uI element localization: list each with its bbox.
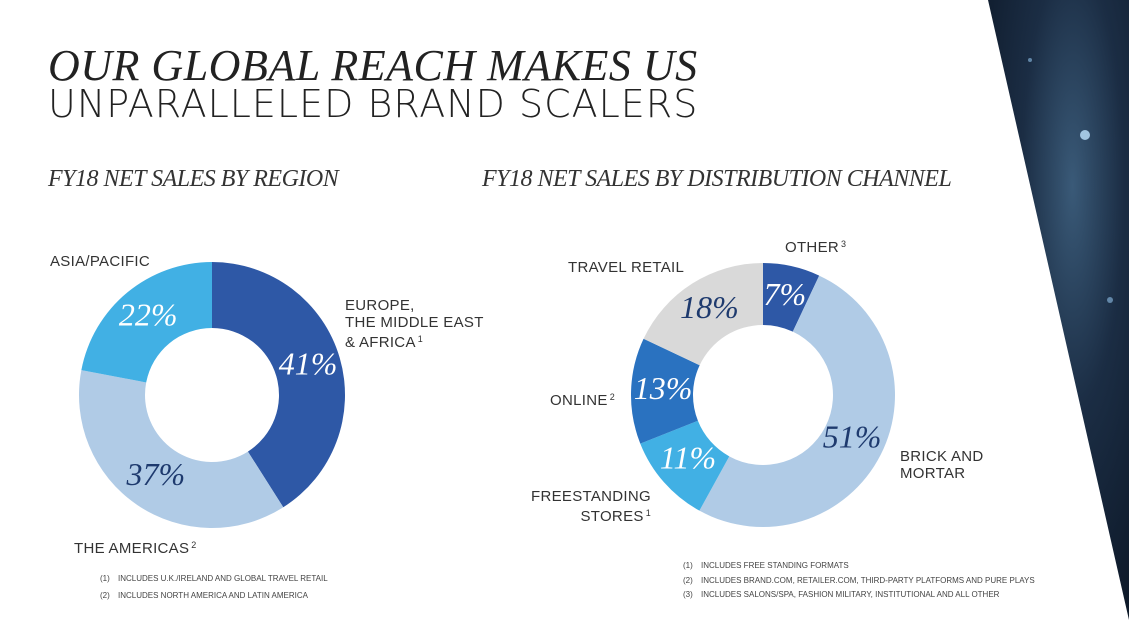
category-text: OTHER — [785, 239, 839, 256]
sparkle — [1107, 297, 1113, 303]
value-label: 37% — [125, 456, 185, 492]
footnote-marker: 1 — [645, 508, 651, 518]
footnote: (1) INCLUDES U.K./IRELAND AND GLOBAL TRAV… — [100, 574, 328, 583]
footnote-marker: 2 — [609, 392, 615, 402]
value-label: 7% — [763, 276, 806, 312]
footnote-marker: (2) — [100, 591, 110, 600]
category-text: TRAVEL RETAIL — [568, 259, 685, 276]
value-label: 51% — [823, 419, 882, 455]
footnote-marker: 2 — [191, 540, 197, 550]
value-label: 11% — [660, 439, 716, 475]
category-label: ASIA/PACIFIC — [50, 253, 150, 270]
footnote: (1) INCLUDES FREE STANDING FORMATS — [683, 561, 849, 570]
donut-slice — [78, 370, 284, 528]
footnote-text: INCLUDES U.K./IRELAND AND GLOBAL TRAVEL … — [118, 574, 328, 583]
category-text: ASIA/PACIFIC — [50, 253, 151, 270]
donut-slice — [763, 263, 820, 332]
value-label: 18% — [680, 289, 739, 325]
chart-title: FY18 NET SALES BY DISTRIBUTION CHANNEL — [482, 166, 952, 192]
category-text: ONLINE — [550, 392, 608, 409]
value-label: 41% — [279, 345, 338, 381]
category-label: TRAVEL RETAIL — [568, 259, 684, 276]
footnote-marker: 1 — [417, 334, 424, 344]
title-line-1: OUR GLOBAL REACH MAKES US — [48, 41, 698, 90]
category-label: FREESTANDING STORES 1 — [531, 488, 651, 525]
footnote-marker: (2) — [683, 575, 693, 585]
title-line-2: UNPARALLELED BRAND SCALERS — [48, 82, 699, 126]
footnote: (2) INCLUDES NORTH AMERICA AND LATIN AMER… — [100, 591, 308, 600]
sparkle — [1028, 58, 1032, 62]
footnote-text: INCLUDES BRAND.COM, RETAILER.COM, THIRD-… — [701, 575, 1035, 585]
category-text: FREESTANDING STORES — [531, 488, 651, 525]
category-label: EUROPE, THE MIDDLE EAST & AFRICA 1 — [345, 297, 484, 351]
footnote-text: INCLUDES FREE STANDING FORMATS — [701, 561, 849, 570]
category-text: EUROPE, THE MIDDLE EAST & AFRICA — [345, 297, 484, 351]
value-label: 22% — [119, 296, 178, 332]
donut-slice — [631, 338, 700, 444]
category-text: BRICK AND MORTAR — [900, 448, 984, 482]
category-label: ONLINE 2 — [550, 389, 615, 409]
category-label: OTHER 3 — [785, 236, 846, 256]
footnote-marker: 3 — [841, 239, 847, 249]
footnote-text: INCLUDES SALONS/SPA, FASHION MILITARY, I… — [701, 590, 1000, 599]
donut-slice — [643, 263, 763, 366]
donut-slice — [699, 275, 895, 527]
footnote-marker: (1) — [100, 574, 110, 583]
footnote-text: INCLUDES NORTH AMERICA AND LATIN AMERICA — [118, 591, 308, 600]
donut-slice — [81, 262, 212, 383]
footnote: (3) INCLUDES SALONS/SPA, FASHION MILITARY… — [683, 590, 999, 599]
value-label: 13% — [634, 370, 693, 406]
footnote-marker: (3) — [683, 590, 693, 599]
chart-title: FY18 NET SALES BY REGION — [48, 166, 339, 192]
footnote-marker: (1) — [683, 561, 693, 570]
footnote: (2) INCLUDES BRAND.COM, RETAILER.COM, THI… — [683, 576, 1035, 585]
category-label: THE AMERICAS 2 — [74, 537, 197, 557]
donut-slice — [212, 262, 346, 508]
background-image — [988, 0, 1129, 620]
sparkle — [1080, 130, 1090, 140]
category-text: THE AMERICAS — [74, 540, 190, 557]
category-label: BRICK AND MORTAR — [900, 448, 984, 482]
donut-slice — [640, 420, 730, 511]
